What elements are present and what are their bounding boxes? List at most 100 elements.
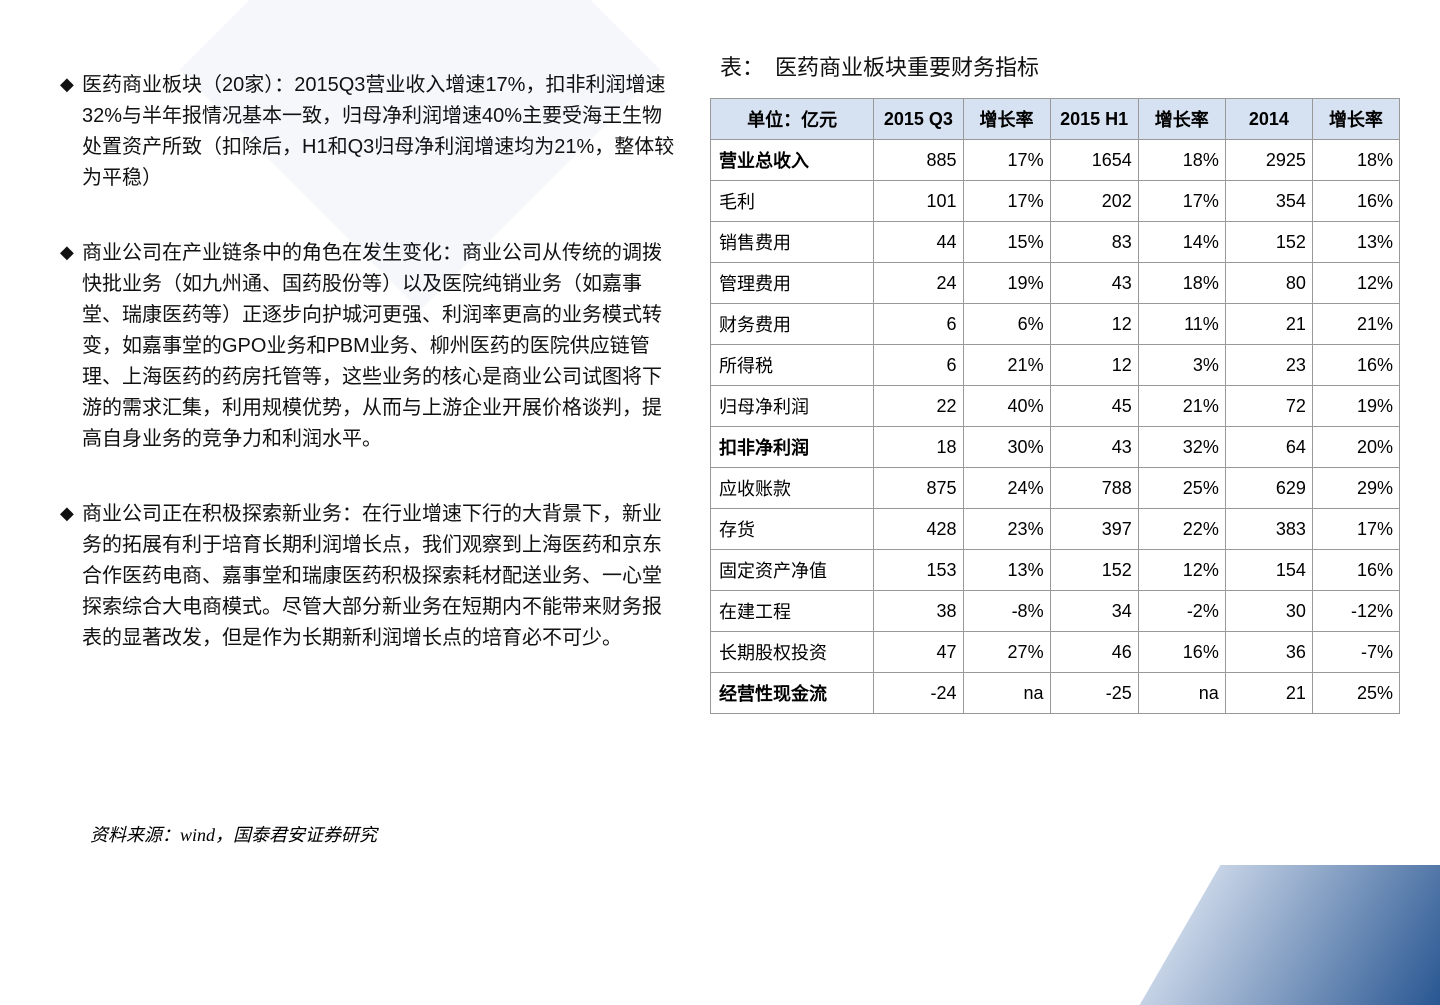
table-column: 表： 医药商业板块重要财务指标 单位：亿元2015 Q3增长率2015 H1增长… — [710, 50, 1400, 714]
table-cell: 40% — [963, 386, 1050, 427]
table-cell: 16% — [1312, 181, 1399, 222]
table-cell: 44 — [874, 222, 963, 263]
bullet-item: ◆ 医药商业板块（20家）：2015Q3营业收入增速17%，扣非利润增速32%与… — [60, 70, 680, 194]
table-row: 在建工程38-8%34-2%30-12% — [711, 591, 1400, 632]
table-cell: 72 — [1225, 386, 1312, 427]
slide-content: ◆ 医药商业板块（20家）：2015Q3营业收入增速17%，扣非利润增速32%与… — [0, 0, 1440, 734]
row-label: 所得税 — [711, 345, 874, 386]
table-col-header: 2015 Q3 — [874, 99, 963, 140]
row-label: 扣非净利润 — [711, 427, 874, 468]
table-cell: 25% — [1312, 673, 1399, 714]
table-cell: 21% — [1312, 304, 1399, 345]
table-cell: 6% — [963, 304, 1050, 345]
table-cell: 13% — [963, 550, 1050, 591]
table-cell: 16% — [1138, 632, 1225, 673]
table-cell: 788 — [1050, 468, 1138, 509]
row-label: 毛利 — [711, 181, 874, 222]
table-cell: 23% — [963, 509, 1050, 550]
table-cell: 397 — [1050, 509, 1138, 550]
table-cell: 24 — [874, 263, 963, 304]
bullet-item: ◆ 商业公司正在积极探索新业务：在行业增速下行的大背景下，新业务的拓展有利于培育… — [60, 499, 680, 654]
table-cell: 629 — [1225, 468, 1312, 509]
bullet-text: 商业公司在产业链条中的角色在发生变化：商业公司从传统的调拨快批业务（如九州通、国… — [82, 238, 680, 455]
row-label: 存货 — [711, 509, 874, 550]
table-cell: 383 — [1225, 509, 1312, 550]
table-cell: 29% — [1312, 468, 1399, 509]
table-cell: -2% — [1138, 591, 1225, 632]
table-cell: -7% — [1312, 632, 1399, 673]
table-cell: 27% — [963, 632, 1050, 673]
table-cell: 16% — [1312, 550, 1399, 591]
table-cell: -24 — [874, 673, 963, 714]
table-cell: 47 — [874, 632, 963, 673]
table-row: 经营性现金流-24na-25na2125% — [711, 673, 1400, 714]
table-cell: 34 — [1050, 591, 1138, 632]
row-label: 长期股权投资 — [711, 632, 874, 673]
table-cell: 18% — [1312, 140, 1399, 181]
table-row: 固定资产净值15313%15212%15416% — [711, 550, 1400, 591]
table-cell: 15% — [963, 222, 1050, 263]
table-cell: 202 — [1050, 181, 1138, 222]
bullet-column: ◆ 医药商业板块（20家）：2015Q3营业收入增速17%，扣非利润增速32%与… — [60, 50, 680, 714]
table-cell: 17% — [1312, 509, 1399, 550]
table-cell: 152 — [1225, 222, 1312, 263]
table-cell: 12 — [1050, 345, 1138, 386]
table-row: 归母净利润2240%4521%7219% — [711, 386, 1400, 427]
table-cell: 19% — [963, 263, 1050, 304]
row-label: 财务费用 — [711, 304, 874, 345]
table-cell: 428 — [874, 509, 963, 550]
table-cell: 12 — [1050, 304, 1138, 345]
row-label: 销售费用 — [711, 222, 874, 263]
table-cell: 2925 — [1225, 140, 1312, 181]
table-cell: 16% — [1312, 345, 1399, 386]
table-col-header: 2014 — [1225, 99, 1312, 140]
table-cell: 21 — [1225, 673, 1312, 714]
table-cell: 875 — [874, 468, 963, 509]
row-label: 固定资产净值 — [711, 550, 874, 591]
table-cell: 1654 — [1050, 140, 1138, 181]
table-cell: 17% — [963, 140, 1050, 181]
table-cell: 24% — [963, 468, 1050, 509]
table-header: 单位：亿元2015 Q3增长率2015 H1增长率2014增长率 — [711, 99, 1400, 140]
table-cell: 30 — [1225, 591, 1312, 632]
table-row: 应收账款87524%78825%62929% — [711, 468, 1400, 509]
table-cell: -25 — [1050, 673, 1138, 714]
table-cell: 354 — [1225, 181, 1312, 222]
table-cell: 6 — [874, 304, 963, 345]
row-label: 在建工程 — [711, 591, 874, 632]
row-label: 管理费用 — [711, 263, 874, 304]
table-body: 营业总收入88517%165418%292518%毛利10117%20217%3… — [711, 140, 1400, 714]
table-row: 扣非净利润1830%4332%6420% — [711, 427, 1400, 468]
table-cell: 17% — [1138, 181, 1225, 222]
table-cell: 21 — [1225, 304, 1312, 345]
table-row: 所得税621%123%2316% — [711, 345, 1400, 386]
row-label: 应收账款 — [711, 468, 874, 509]
table-cell: -12% — [1312, 591, 1399, 632]
table-cell: 19% — [1312, 386, 1399, 427]
table-cell: 22% — [1138, 509, 1225, 550]
table-cell: 45 — [1050, 386, 1138, 427]
table-cell: 83 — [1050, 222, 1138, 263]
table-cell: 21% — [963, 345, 1050, 386]
row-label: 经营性现金流 — [711, 673, 874, 714]
table-cell: 6 — [874, 345, 963, 386]
table-cell: 20% — [1312, 427, 1399, 468]
table-cell: 64 — [1225, 427, 1312, 468]
bullet-marker-icon: ◆ — [60, 70, 82, 194]
bullet-marker-icon: ◆ — [60, 499, 82, 654]
table-cell: 12% — [1312, 263, 1399, 304]
table-cell: 43 — [1050, 427, 1138, 468]
table-row: 长期股权投资4727%4616%36-7% — [711, 632, 1400, 673]
table-cell: 153 — [874, 550, 963, 591]
table-col-header: 增长率 — [1138, 99, 1225, 140]
table-col-header: 单位：亿元 — [711, 99, 874, 140]
table-col-header: 增长率 — [963, 99, 1050, 140]
table-title: 表： 医药商业板块重要财务指标 — [710, 50, 1400, 82]
table-cell: 154 — [1225, 550, 1312, 591]
table-cell: na — [1138, 673, 1225, 714]
table-cell: 152 — [1050, 550, 1138, 591]
table-cell: 38 — [874, 591, 963, 632]
bullet-item: ◆ 商业公司在产业链条中的角色在发生变化：商业公司从传统的调拨快批业务（如九州通… — [60, 238, 680, 455]
table-row: 财务费用66%1211%2121% — [711, 304, 1400, 345]
table-cell: 23 — [1225, 345, 1312, 386]
